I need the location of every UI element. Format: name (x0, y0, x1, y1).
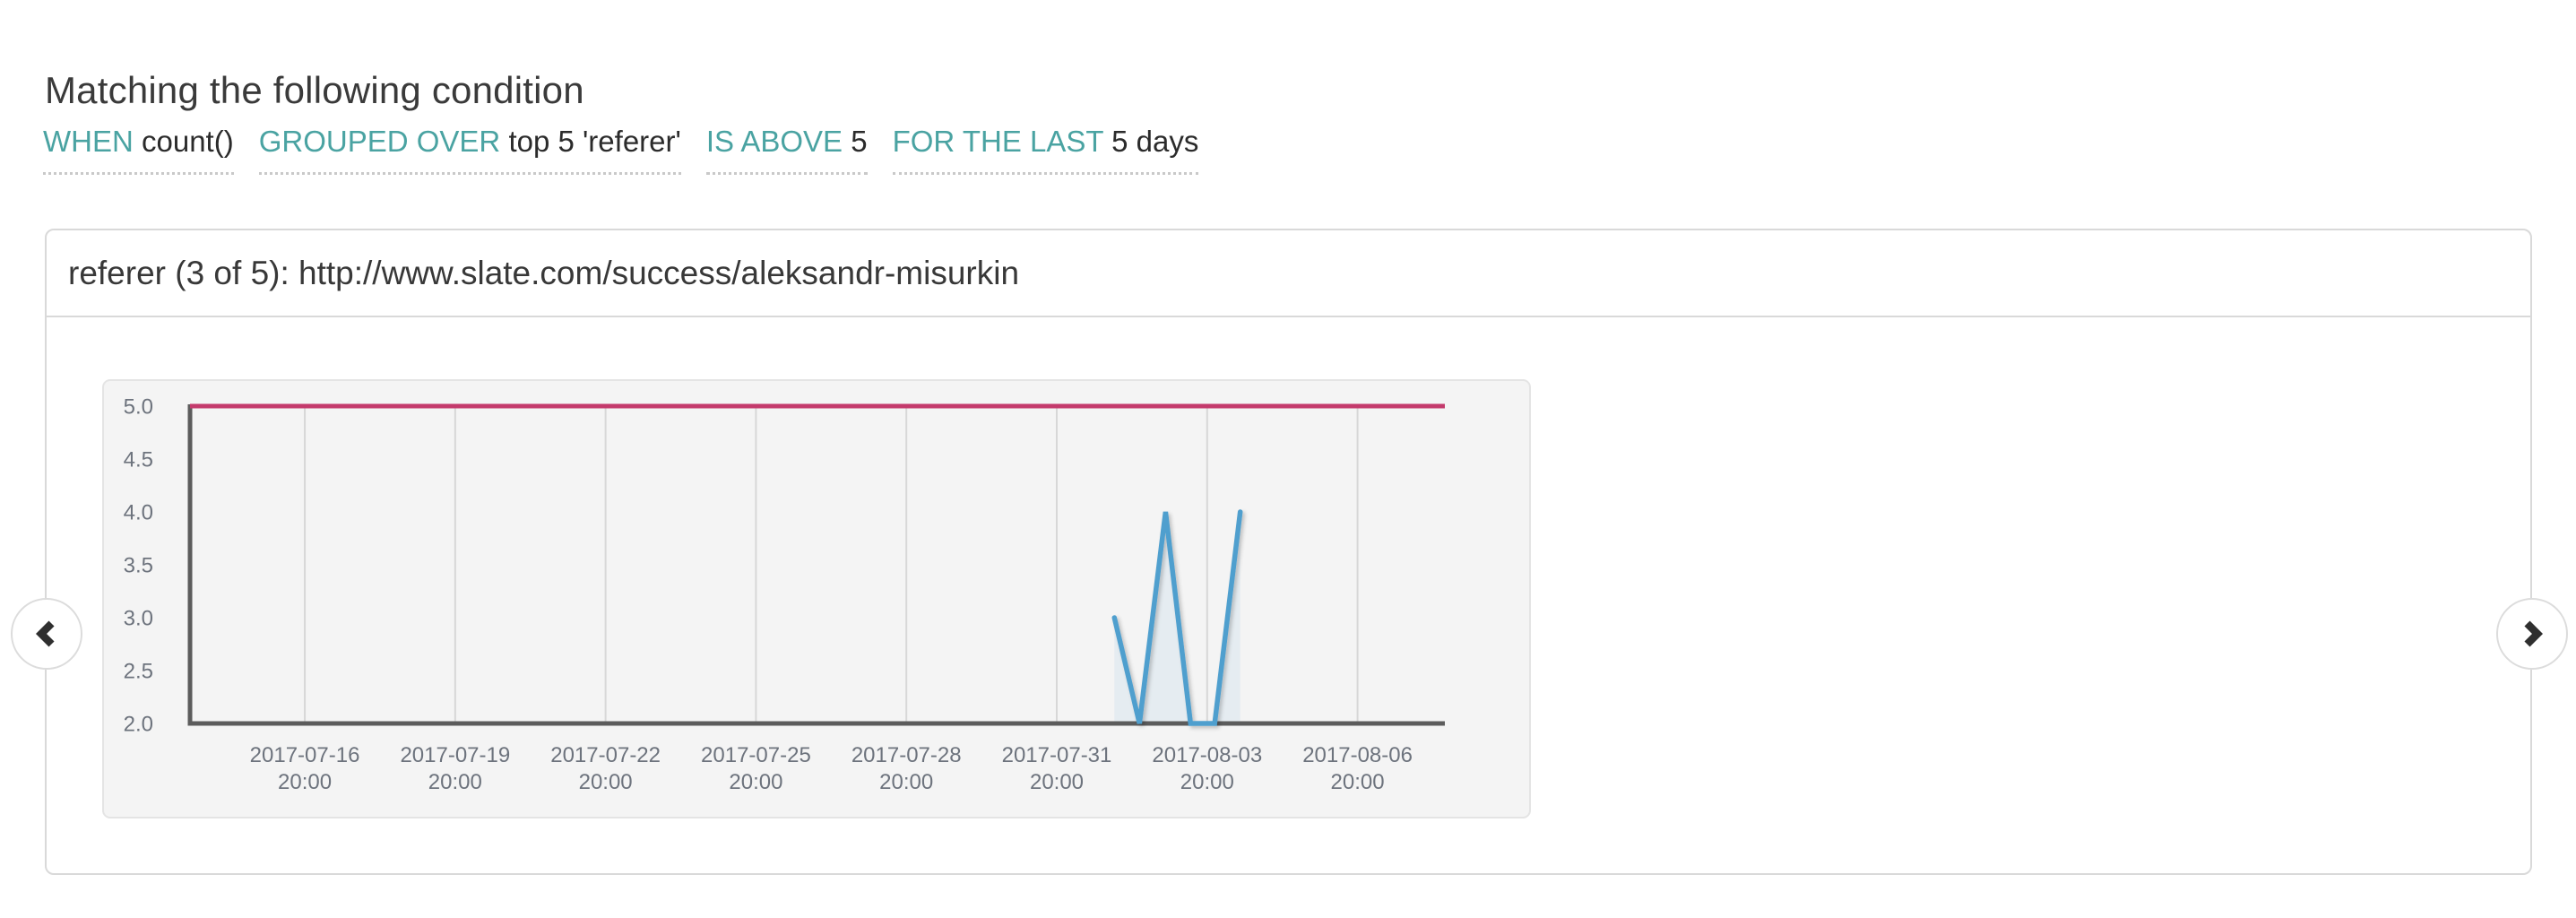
x-tick-label-time: 20:00 (428, 770, 482, 794)
y-tick-label: 3.0 (124, 607, 153, 631)
page-title: Matching the following condition (45, 68, 584, 111)
x-tick-label-date: 2017-07-19 (400, 743, 510, 767)
expression-when[interactable]: WHEN count() (43, 122, 234, 175)
expression-time-window-value: 5 days (1111, 125, 1199, 158)
x-tick-label-time: 20:00 (879, 770, 933, 794)
chart-preview-header-label: referer (3 of 5): http://www.slate.com/s… (68, 254, 1020, 291)
expression-time-window-keyword: FOR THE LAST (892, 125, 1103, 158)
expression-grouped-over-keyword: GROUPED OVER (258, 125, 501, 158)
previous-group-button[interactable] (11, 598, 82, 670)
x-tick-label-date: 2017-07-16 (250, 743, 360, 767)
next-group-button[interactable] (2496, 598, 2568, 670)
expression-grouped-over[interactable]: GROUPED OVER top 5 'referer' (258, 122, 681, 175)
expression-threshold-value: 5 (851, 125, 868, 158)
x-tick-label-date: 2017-08-06 (1302, 743, 1413, 767)
x-tick-label-time: 20:00 (729, 770, 782, 794)
axis-lines (187, 404, 1445, 726)
chart-preview-header: referer (3 of 5): http://www.slate.com/s… (47, 230, 2530, 317)
y-tick-label: 4.5 (124, 448, 153, 472)
preview-chart: 5.0 4.5 4.0 3.5 3.0 2.5 2.0 2017-07-16 20:00 2017… (124, 395, 1445, 794)
expression-threshold-keyword: IS ABOVE (705, 125, 843, 158)
series-line (1111, 509, 1243, 726)
x-tick-label-date: 2017-07-25 (701, 743, 811, 767)
expression-when-keyword: WHEN (43, 125, 134, 158)
expression-time-window[interactable]: FOR THE LAST 5 days (892, 122, 1199, 175)
x-tick-label-date: 2017-07-22 (550, 743, 661, 767)
x-tick-label-date: 2017-08-03 (1152, 743, 1262, 767)
expression-when-value: count() (142, 125, 234, 158)
y-tick-label: 2.0 (124, 713, 153, 737)
chart-preview-card: referer (3 of 5): http://www.slate.com/s… (45, 229, 2532, 875)
expression-threshold[interactable]: IS ABOVE 5 (705, 122, 868, 175)
condition-expression-row: WHEN count() GROUPED OVER top 5 'referer… (43, 122, 1199, 175)
x-tick-label-time: 20:00 (1030, 770, 1084, 794)
x-tick-label-time: 20:00 (1180, 770, 1234, 794)
x-tick-label-time: 20:00 (1331, 770, 1385, 794)
x-tick-label-date: 2017-07-28 (851, 743, 962, 767)
chart-preview-body: 5.0 4.5 4.0 3.5 3.0 2.5 2.0 2017-07-16 20:00 2017… (47, 317, 2530, 873)
x-tick-label-time: 20:00 (579, 770, 633, 794)
x-tick-label-time: 20:00 (278, 770, 332, 794)
y-tick-label: 5.0 (124, 395, 153, 420)
chevron-left-icon (35, 620, 55, 647)
expression-grouped-over-value: top 5 'referer' (508, 125, 681, 158)
y-tick-label: 3.5 (124, 554, 153, 578)
y-tick-label: 2.5 (124, 660, 153, 684)
y-tick-label: 4.0 (124, 501, 153, 525)
chart-panel: 5.0 4.5 4.0 3.5 3.0 2.5 2.0 2017-07-16 20:00 2017… (102, 379, 1531, 818)
chevron-right-icon (2524, 620, 2544, 647)
x-tick-label-date: 2017-07-31 (1002, 743, 1112, 767)
